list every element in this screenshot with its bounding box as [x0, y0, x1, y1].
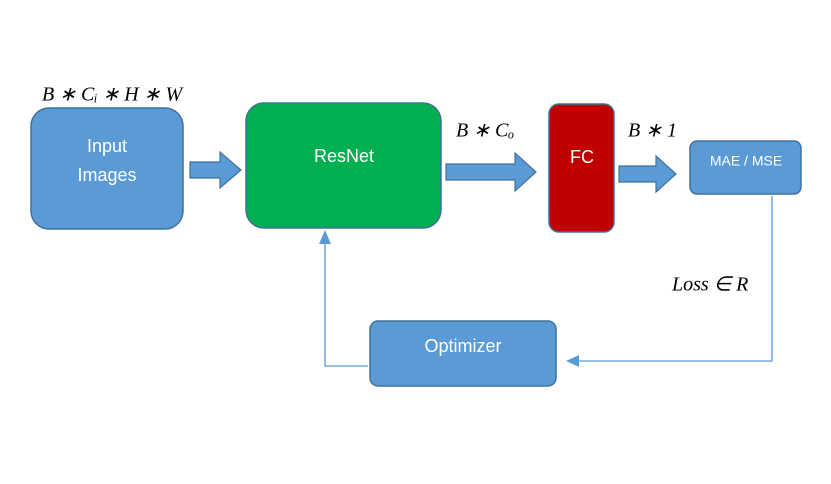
input-images-label-line2: Images	[77, 165, 136, 185]
input-shape-label: B ∗ Cᵢ ∗ H ∗ W	[42, 84, 184, 106]
fc-label: FC	[570, 147, 594, 167]
loss-function-label: MAE / MSE	[710, 153, 782, 169]
arrowhead-into-resnet	[319, 230, 331, 244]
resnet-node: ResNet	[245, 102, 442, 229]
fc-node: FC	[548, 103, 615, 233]
arrowhead-into-optimizer	[566, 355, 579, 367]
input-images-label-line1: Input	[87, 136, 127, 156]
arrow-fc-to-loss	[618, 154, 677, 194]
arrow-input-to-resnet	[189, 150, 242, 190]
loss-function-node: MAE / MSE	[689, 140, 802, 195]
arrow-resnet-to-fc	[445, 151, 537, 193]
input-images-node: Input Images	[30, 107, 184, 230]
connector-optimizer-to-resnet	[324, 244, 368, 367]
connector-loss-to-optimizer	[578, 196, 773, 362]
optimizer-label: Optimizer	[424, 336, 501, 356]
fc-output-shape-label: B ∗ 1	[628, 120, 677, 142]
resnet-label: ResNet	[314, 146, 374, 166]
optimizer-node: Optimizer	[369, 320, 557, 387]
resnet-output-shape-label: B ∗ Cₒ	[456, 120, 514, 142]
loss-label: Loss ∈ R	[671, 274, 748, 296]
